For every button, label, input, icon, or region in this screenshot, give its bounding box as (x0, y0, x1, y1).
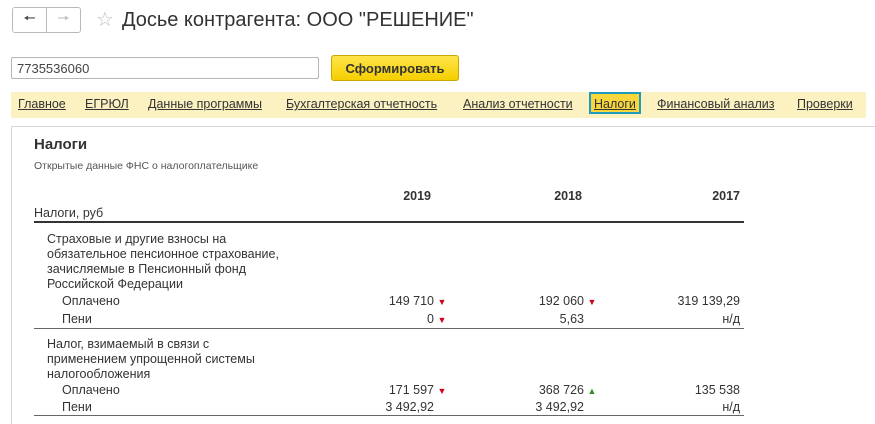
table-cell: 3 492,92 (385, 400, 434, 414)
triangle-down-icon: ▼ (437, 386, 447, 396)
section-title: Налоги (34, 136, 88, 153)
navigation-buttons: 🠔 🠖 (12, 7, 81, 33)
triangle-up-icon: ▲ (587, 386, 597, 396)
table-cell: 0 ▼ (427, 312, 448, 326)
table-cell: 171 597 ▼ (389, 383, 448, 397)
tab-report-analysis[interactable]: Анализ отчетности (463, 97, 573, 111)
tax-group-name-line: Страховые и другие взносы на (47, 232, 227, 246)
tax-group-name: Налог, взимаемый в связи с применением у… (47, 337, 255, 382)
group-divider (34, 328, 744, 329)
window-title: Досье контрагента: ООО "РЕШЕНИЕ" (121, 8, 474, 31)
row-label-penalties: Пени (62, 312, 92, 326)
tax-group-name-line: зачисляемые в Пенсионный фонд (47, 262, 246, 276)
year-header-2017: 2017 (712, 189, 740, 203)
panel-border-left (11, 126, 12, 424)
row-label-paid: Оплачено (62, 294, 120, 308)
triangle-down-icon: ▼ (587, 297, 597, 307)
table-cell: н/д (722, 400, 740, 414)
inn-input[interactable] (11, 57, 319, 79)
cell-value: 171 597 (388, 383, 434, 397)
cell-value: 149 710 (388, 294, 434, 308)
tax-group-name-line: налогообложения (47, 367, 151, 381)
table-cell: 3 492,92 (535, 400, 584, 414)
tax-group-name-line: Российской Федерации (47, 277, 183, 291)
triangle-down-icon: ▼ (437, 297, 447, 307)
generate-button[interactable]: Сформировать (331, 55, 459, 81)
cell-value: 0 (427, 312, 434, 326)
table-cell: н/д (722, 312, 740, 326)
tab-main[interactable]: Главное (18, 97, 66, 111)
table-cell: 135 538 (694, 383, 740, 397)
table-cell: 192 060 ▼ (539, 294, 598, 308)
tax-group-name-line: Налог, взимаемый в связи с (47, 337, 210, 351)
forward-button[interactable]: 🠖 (47, 8, 80, 32)
cell-value: 192 060 (538, 294, 584, 308)
section-subtitle: Открытые данные ФНС о налогоплательщике (34, 160, 259, 172)
tab-inspections[interactable]: Проверки (797, 97, 853, 111)
table-cell: 149 710 ▼ (389, 294, 448, 308)
table-cell: 368 726 ▲ (539, 383, 598, 397)
group-divider (34, 415, 744, 416)
tab-egrul[interactable]: ЕГРЮЛ (85, 97, 129, 111)
table-cell: 319 139,29 (677, 294, 740, 308)
cell-value: 368 726 (538, 383, 584, 397)
tab-taxes[interactable]: Налоги (589, 92, 641, 114)
tab-accounting-reports[interactable]: Бухгалтерская отчетность (286, 97, 438, 111)
table-cell: 5,63 (559, 312, 584, 326)
tab-financial-analysis[interactable]: Финансовый анализ (657, 97, 775, 111)
row-label-penalties: Пени (62, 400, 92, 414)
tax-group-name: Страховые и другие взносы на обязательно… (47, 232, 279, 292)
tax-group-name-line: применением упрощенной системы (47, 352, 255, 366)
tab-bar: Главное ЕГРЮЛ Данные программы Бухгалтер… (11, 92, 866, 118)
table-label-header: Налоги, руб (34, 206, 104, 220)
tab-program-data[interactable]: Данные программы (148, 97, 262, 111)
arrow-left-icon: 🠔 (23, 10, 36, 26)
triangle-down-icon: ▼ (437, 315, 447, 325)
header-divider (34, 221, 744, 223)
back-button[interactable]: 🠔 (13, 8, 47, 32)
star-icon[interactable]: ☆ (96, 9, 114, 31)
row-label-paid: Оплачено (62, 383, 120, 397)
year-header-2019: 2019 (403, 189, 431, 203)
panel-border-top (11, 126, 875, 127)
arrow-right-icon: 🠖 (57, 10, 70, 26)
window-titlebar: 🠔 🠖 ☆ Досье контрагента: ООО "РЕШЕНИЕ" (12, 7, 474, 33)
year-header-2018: 2018 (554, 189, 582, 203)
tax-group-name-line: обязательное пенсионное страхование, (47, 247, 279, 261)
